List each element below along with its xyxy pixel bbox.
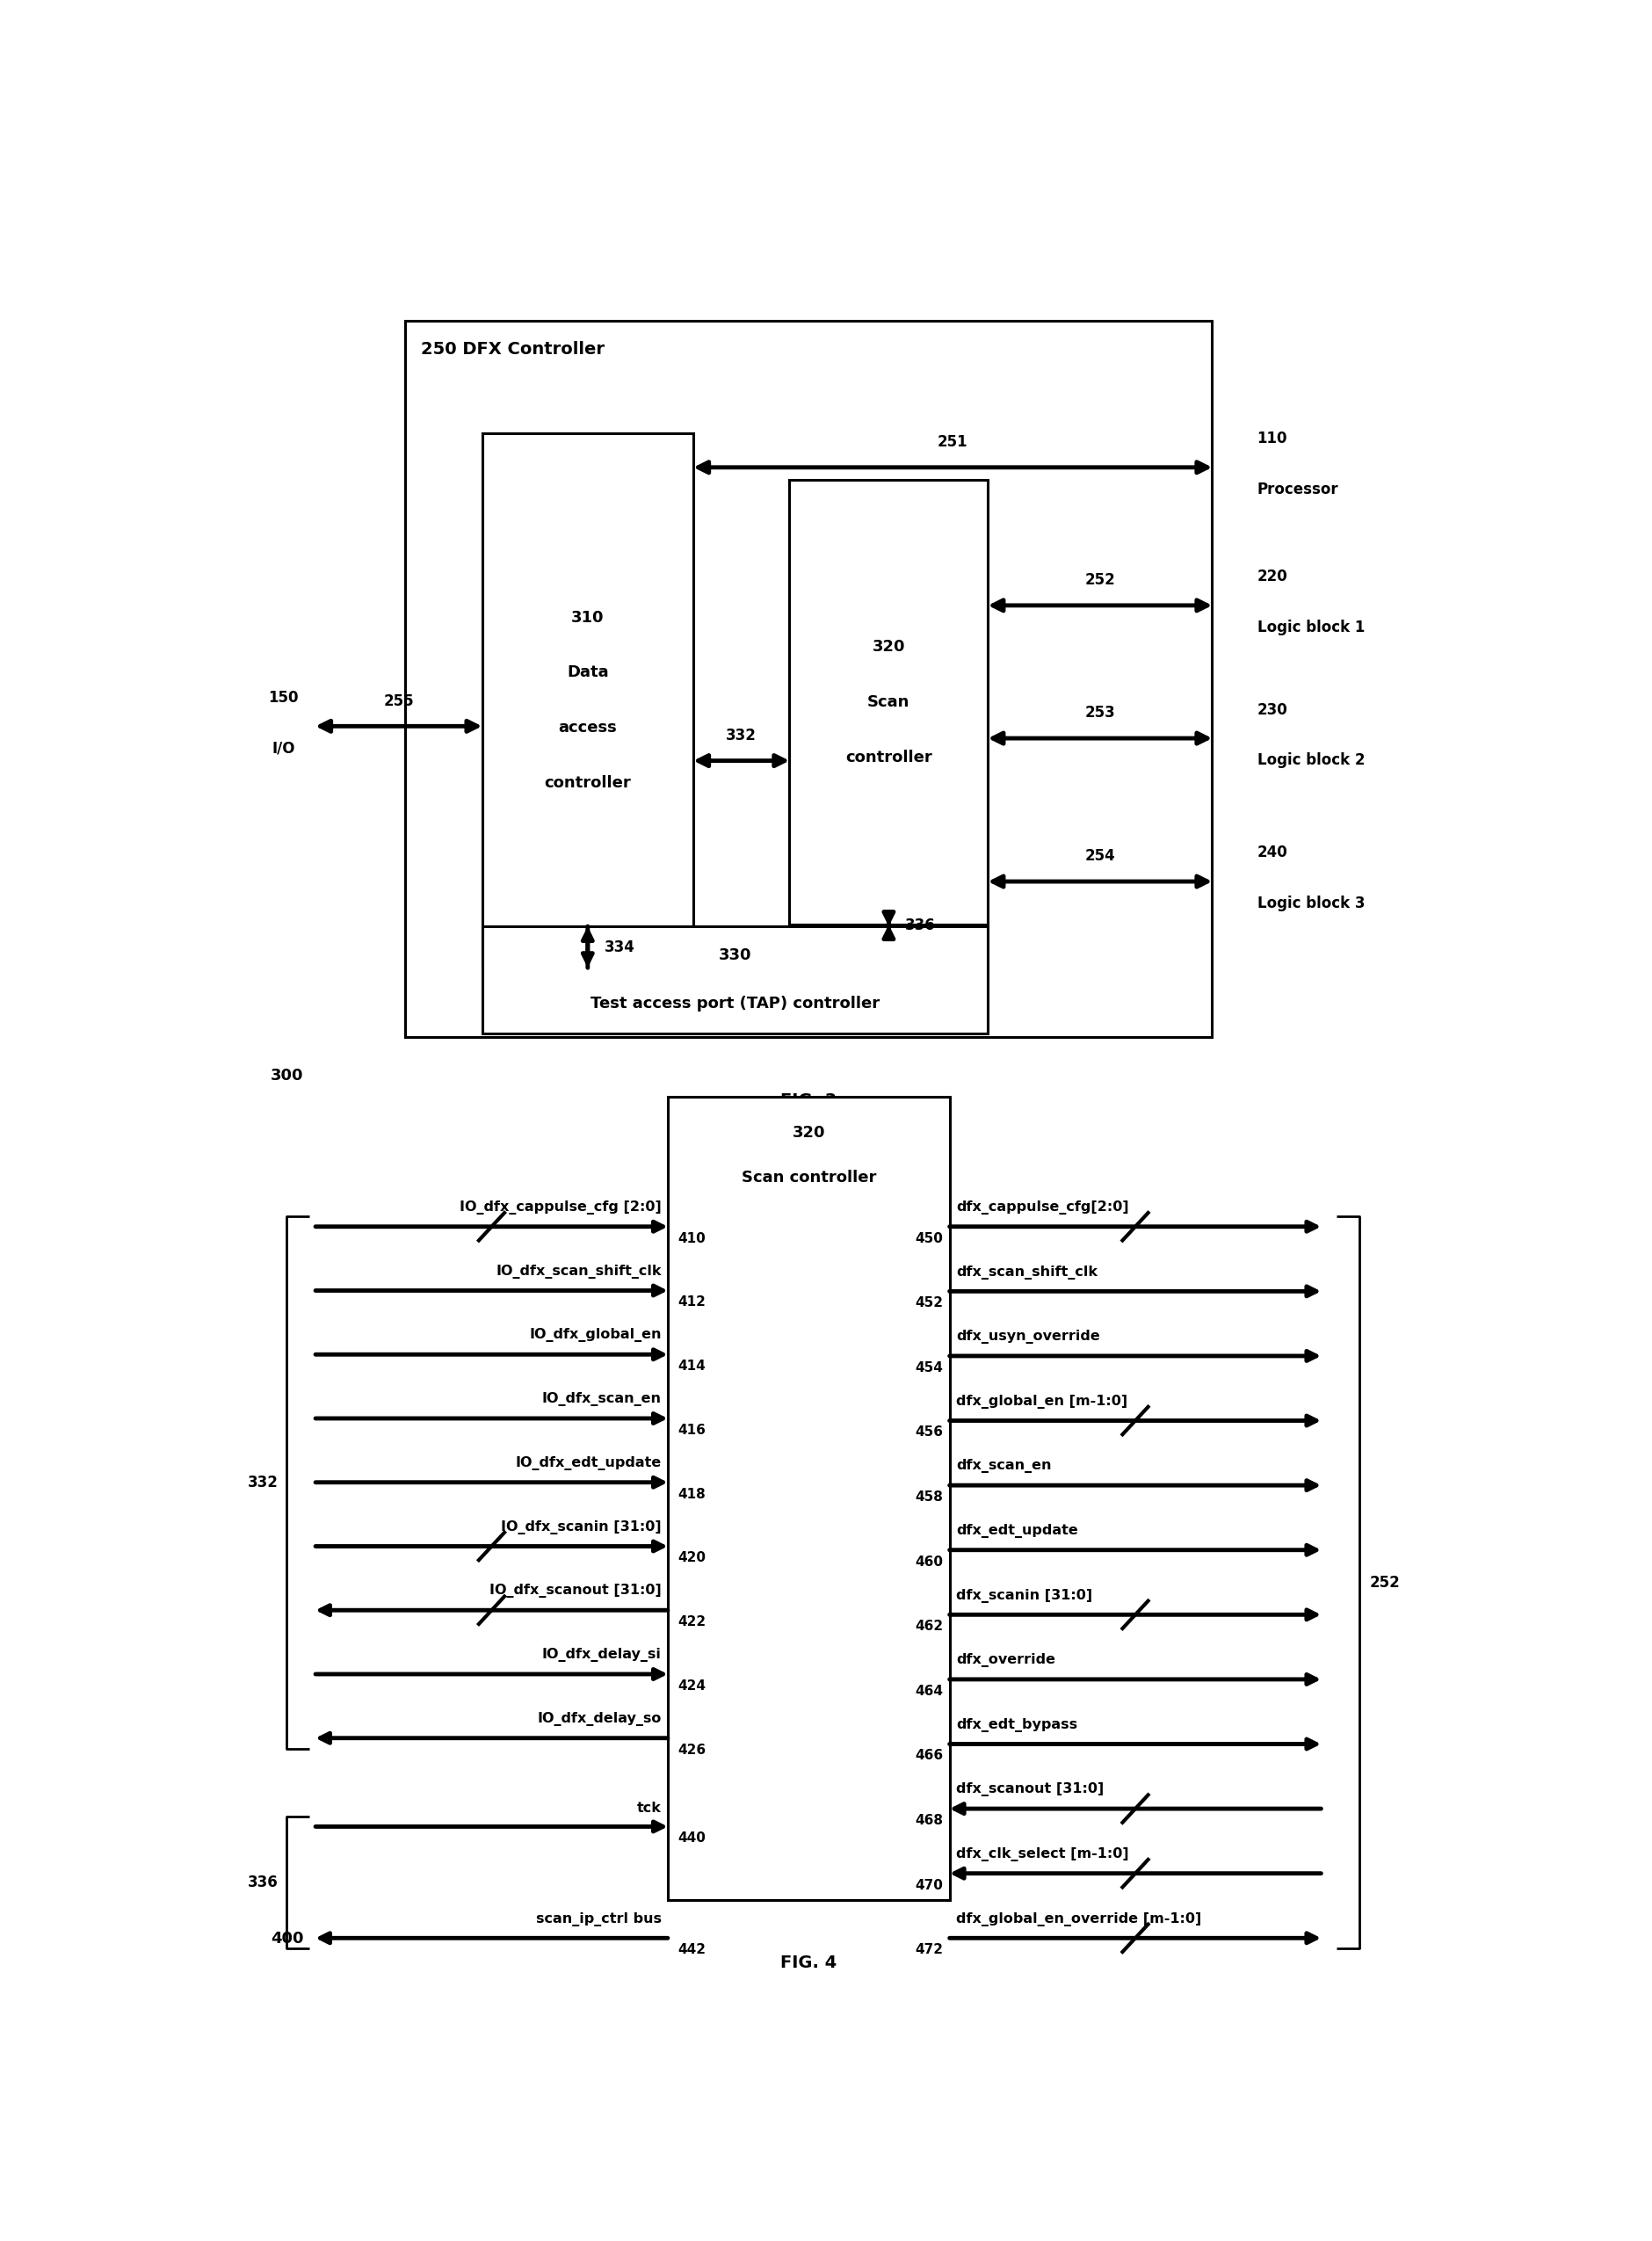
- Text: 456: 456: [915, 1425, 943, 1439]
- Text: 426: 426: [677, 1743, 705, 1757]
- Text: 255: 255: [383, 692, 413, 708]
- Text: Test access port (TAP) controller: Test access port (TAP) controller: [590, 995, 879, 1013]
- Text: 416: 416: [677, 1423, 705, 1436]
- Text: FIG. 4: FIG. 4: [780, 1954, 836, 1972]
- Text: dfx_cappulse_cfg[2:0]: dfx_cappulse_cfg[2:0]: [955, 1201, 1128, 1215]
- Text: Scan controller: Scan controller: [740, 1170, 876, 1185]
- Text: 252: 252: [1370, 1575, 1399, 1591]
- Text: 320: 320: [791, 1125, 824, 1141]
- Text: dfx_clk_select [m-1:0]: dfx_clk_select [m-1:0]: [955, 1847, 1128, 1862]
- Text: controller: controller: [544, 775, 631, 791]
- Text: 450: 450: [915, 1233, 943, 1246]
- Text: 412: 412: [677, 1295, 705, 1309]
- Text: 220: 220: [1256, 569, 1287, 585]
- Text: 424: 424: [677, 1679, 705, 1692]
- Text: 454: 454: [915, 1360, 943, 1374]
- Text: 332: 332: [248, 1475, 278, 1490]
- Bar: [482, 433, 694, 968]
- Text: tck: tck: [636, 1802, 661, 1815]
- Text: 253: 253: [1084, 706, 1115, 722]
- Text: 420: 420: [677, 1551, 705, 1564]
- Bar: [667, 1098, 948, 1900]
- Text: dfx_scan_shift_clk: dfx_scan_shift_clk: [955, 1266, 1097, 1280]
- Text: Data: Data: [567, 666, 608, 681]
- Text: IO_dfx_scanin [31:0]: IO_dfx_scanin [31:0]: [501, 1519, 661, 1535]
- Text: 330: 330: [719, 948, 752, 964]
- Text: 332: 332: [725, 728, 757, 744]
- Text: I/O: I/O: [271, 740, 296, 755]
- Text: IO_dfx_cappulse_cfg [2:0]: IO_dfx_cappulse_cfg [2:0]: [459, 1201, 661, 1215]
- Text: 110: 110: [1256, 430, 1287, 446]
- Text: dfx_global_en_override [m-1:0]: dfx_global_en_override [m-1:0]: [955, 1912, 1201, 1925]
- Text: dfx_scan_en: dfx_scan_en: [955, 1459, 1051, 1472]
- Text: 320: 320: [872, 639, 905, 654]
- Text: controller: controller: [844, 748, 932, 764]
- Text: 254: 254: [1084, 849, 1115, 865]
- Text: 468: 468: [915, 1813, 943, 1826]
- Text: access: access: [558, 719, 616, 735]
- Text: 452: 452: [915, 1298, 943, 1309]
- Text: IO_dfx_scan_en: IO_dfx_scan_en: [542, 1392, 661, 1407]
- Text: 410: 410: [677, 1233, 705, 1246]
- Text: 230: 230: [1256, 701, 1287, 717]
- Text: Logic block 2: Logic block 2: [1256, 753, 1365, 769]
- Bar: [482, 926, 988, 1033]
- Text: Logic block 3: Logic block 3: [1256, 896, 1365, 912]
- Text: Scan: Scan: [867, 695, 910, 710]
- Text: dfx_scanin [31:0]: dfx_scanin [31:0]: [955, 1589, 1092, 1602]
- Text: 442: 442: [677, 1943, 705, 1956]
- Text: scan_ip_ctrl bus: scan_ip_ctrl bus: [535, 1912, 661, 1925]
- Text: IO_dfx_edt_update: IO_dfx_edt_update: [515, 1457, 661, 1470]
- Text: IO_dfx_scan_shift_clk: IO_dfx_scan_shift_clk: [496, 1264, 661, 1277]
- Text: dfx_override: dfx_override: [955, 1654, 1054, 1667]
- Text: 414: 414: [677, 1360, 705, 1374]
- Text: Processor: Processor: [1256, 482, 1338, 498]
- Text: 150: 150: [268, 690, 299, 706]
- Bar: [405, 320, 1211, 1038]
- Text: 250 DFX Controller: 250 DFX Controller: [420, 341, 605, 359]
- Text: 251: 251: [937, 435, 968, 450]
- Text: 418: 418: [677, 1488, 705, 1501]
- Bar: [790, 480, 988, 926]
- Text: 400: 400: [271, 1932, 304, 1947]
- Text: dfx_edt_bypass: dfx_edt_bypass: [955, 1719, 1077, 1732]
- Text: 310: 310: [572, 610, 605, 625]
- Text: IO_dfx_delay_so: IO_dfx_delay_so: [537, 1712, 661, 1726]
- Text: 240: 240: [1256, 845, 1287, 861]
- Text: 334: 334: [605, 939, 634, 955]
- Text: dfx_scanout [31:0]: dfx_scanout [31:0]: [955, 1782, 1104, 1797]
- Text: 464: 464: [915, 1685, 943, 1699]
- Text: IO_dfx_delay_si: IO_dfx_delay_si: [542, 1647, 661, 1663]
- Text: 466: 466: [915, 1750, 943, 1761]
- Text: 470: 470: [915, 1878, 943, 1891]
- Text: 440: 440: [677, 1831, 705, 1844]
- Text: 336: 336: [248, 1873, 278, 1889]
- Text: dfx_usyn_override: dfx_usyn_override: [955, 1329, 1099, 1345]
- Text: 300: 300: [271, 1069, 304, 1085]
- Text: 336: 336: [905, 917, 935, 934]
- Text: 252: 252: [1084, 571, 1115, 587]
- Text: 460: 460: [915, 1555, 943, 1569]
- Text: IO_dfx_scanout [31:0]: IO_dfx_scanout [31:0]: [489, 1584, 661, 1598]
- Text: IO_dfx_global_en: IO_dfx_global_en: [529, 1329, 661, 1342]
- Text: dfx_global_en [m-1:0]: dfx_global_en [m-1:0]: [955, 1394, 1127, 1410]
- Text: Logic block 1: Logic block 1: [1256, 619, 1365, 634]
- Text: 462: 462: [915, 1620, 943, 1634]
- Text: 422: 422: [677, 1616, 705, 1629]
- Text: FIG. 3: FIG. 3: [780, 1091, 836, 1109]
- Text: 472: 472: [915, 1943, 943, 1956]
- Text: 458: 458: [915, 1490, 943, 1504]
- Text: dfx_edt_update: dfx_edt_update: [955, 1524, 1077, 1537]
